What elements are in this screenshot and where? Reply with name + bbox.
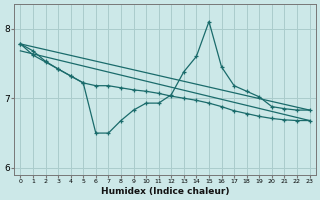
X-axis label: Humidex (Indice chaleur): Humidex (Indice chaleur) xyxy=(101,187,229,196)
